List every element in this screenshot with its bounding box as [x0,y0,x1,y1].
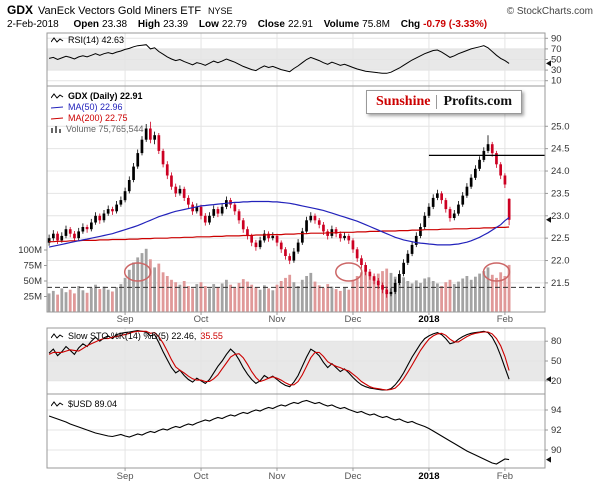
candlesticks [47,121,511,298]
svg-text:Dec: Dec [345,471,362,482]
volume-legend-label: Volume 75,765,544 [66,124,144,134]
svg-text:24.0: 24.0 [551,166,570,177]
volume-label: Volume [323,19,360,30]
sunshine-profits-watermark: Sunshine Profits.com [366,90,523,114]
watermark-brand-red: Sunshine [376,94,431,109]
volume-spike-ellipses [123,262,511,282]
rsi-line [48,44,510,74]
svg-text:Dec: Dec [345,314,362,325]
x-axis-labels: Sep Oct Nov Dec 2018 Feb Sep Oct Nov Dec 2018 Feb [117,312,513,482]
svg-text:10: 10 [551,76,562,87]
price-line-icon [51,92,64,99]
ma200-legend-label: MA(200) 22.75 [68,113,128,123]
sto-d-line [48,330,510,391]
watermark-divider [436,95,438,109]
svg-text:Feb: Feb [497,471,513,482]
usd-legend: $USD 89.04 [51,399,117,409]
svg-text:23.0: 23.0 [551,211,570,222]
svg-text:23.5: 23.5 [551,188,570,199]
usd-legend-label: $USD 89.04 [68,399,118,409]
header-title-row: GDX VanEck Vectors Gold Miners ETF NYSE … [7,3,593,17]
svg-text:80: 80 [551,336,562,347]
svg-text:2018: 2018 [418,314,439,325]
svg-text:90: 90 [551,33,562,44]
svg-text:50M: 50M [24,276,43,287]
svg-text:50: 50 [551,55,562,66]
svg-text:Oct: Oct [194,471,209,482]
usd-line-icon [51,400,64,407]
svg-text:94: 94 [551,405,562,416]
svg-text:Nov: Nov [269,314,286,325]
volume-value: 75.8M [362,19,390,30]
low-value: 22.79 [221,19,247,30]
rsi-line-icon [51,36,64,43]
low-label: Low [198,19,219,30]
ma200-legend: MA(200) 22.75 [51,113,128,123]
ma50-line [48,200,510,248]
ma50-legend: MA(50) 22.96 [51,102,123,112]
svg-text:21.5: 21.5 [551,278,570,289]
svg-text:Sep: Sep [117,471,134,482]
svg-text:22.5: 22.5 [551,233,570,244]
svg-text:25.0: 25.0 [551,121,570,132]
quote-row: 2-Feb-2018 Open 23.38 High 23.39 Low 22.79 … [7,19,593,30]
close-label: Close [257,19,285,30]
security-name: VanEck Vectors Gold Miners ETF [38,5,202,17]
stockcharts-copyright: © StockCharts.com [506,6,593,17]
rsi-legend-label: RSI(14) 42.63 [68,35,125,45]
high-value: 23.39 [163,19,189,30]
svg-text:Sep: Sep [117,314,134,325]
svg-text:22.0: 22.0 [551,256,570,267]
rsi-legend: RSI(14) 42.63 [51,35,124,45]
usd-line [48,399,510,465]
chg-value: -0.79 (-3.33%) [423,19,488,30]
quote-date: 2-Feb-2018 [7,19,59,30]
open-value: 23.38 [102,19,128,30]
ma50-line-icon [51,106,64,108]
svg-text:Nov: Nov [269,471,286,482]
svg-text:50: 50 [551,356,562,367]
chg-label: Chg [400,19,421,30]
ma200-line-icon [51,117,64,119]
sto-legend-label: Slow STO %K(14) %D(5) 22.46, [68,331,197,341]
open-label: Open [73,19,100,30]
axes: 907050301025.024.524.023.523.022.522.021… [18,32,570,469]
svg-text:Feb: Feb [497,314,513,325]
exchange-label: NYSE [208,6,233,16]
chart-header: GDX VanEck Vectors Gold Miners ETF NYSE … [7,3,593,30]
ma200-line [49,226,510,243]
high-label: High [137,19,161,30]
close-value: 22.91 [287,19,313,30]
svg-text:25M: 25M [24,292,43,303]
sto-line-icon [51,332,64,339]
volume-bars [47,248,511,312]
watermark-brand-black: Profits.com [443,94,513,109]
svg-text:2018: 2018 [418,471,439,482]
volume-legend: Volume 75,765,544 [51,124,144,134]
svg-text:92: 92 [551,425,562,436]
volume-bars-icon [51,126,61,133]
svg-text:20: 20 [551,376,562,387]
sto-k-line [48,330,510,391]
sto-legend: Slow STO %K(14) %D(5) 22.46, 35.55 [51,331,223,341]
ticker-symbol: GDX [7,3,34,17]
price-legend: GDX (Daily) 22.91 [51,91,143,101]
svg-text:90: 90 [551,445,562,456]
sto-d-value: 35.55 [200,331,223,341]
svg-text:Oct: Oct [194,314,209,325]
price-legend-label: GDX (Daily) 22.91 [68,91,143,101]
svg-text:100M: 100M [18,245,42,256]
svg-text:30: 30 [551,65,562,76]
ma50-legend-label: MA(50) 22.96 [68,102,123,112]
svg-text:70: 70 [551,44,562,55]
svg-text:75M: 75M [24,261,43,272]
svg-text:24.5: 24.5 [551,144,570,155]
